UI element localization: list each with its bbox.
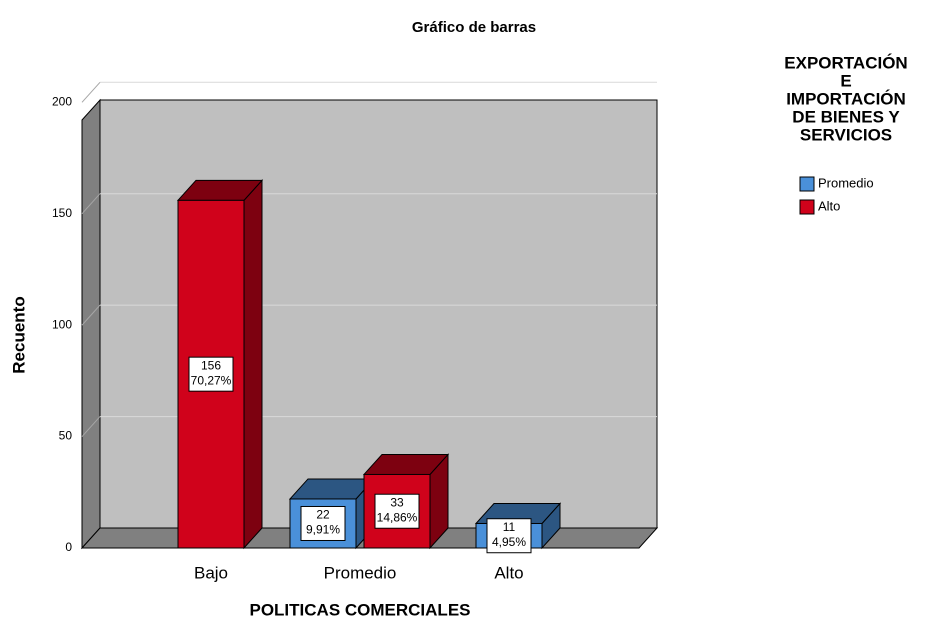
grid-line-wall (81, 304, 101, 326)
x-tick-label: Bajo (194, 563, 228, 582)
legend-title: IMPORTACIÓN (786, 89, 906, 108)
y-axis-label: Recuento (9, 296, 28, 373)
x-tick-label: Alto (494, 563, 523, 582)
grid-line-wall (81, 416, 101, 437)
data-label: 156 (201, 358, 221, 372)
legend-title: EXPORTACIÓN (784, 53, 907, 72)
y-tick-label: 100 (52, 317, 72, 331)
legend-swatch (799, 176, 815, 192)
data-label: 22 (316, 508, 330, 522)
data-label-percent: 4,95% (492, 535, 526, 549)
y-tick-label: 0 (65, 540, 72, 554)
bar: 114,95% (474, 502, 562, 554)
legend-label: Promedio (818, 175, 874, 190)
chart-title: Gráfico de barras (412, 19, 536, 36)
bar: 229,91% (288, 477, 376, 550)
left-wall (81, 98, 101, 550)
x-tick-label: Promedio (324, 563, 397, 582)
data-label: 33 (390, 495, 404, 509)
bar-side (243, 179, 263, 550)
legend-title: E (840, 71, 851, 90)
legend-label: Alto (818, 198, 840, 213)
legend-title: SERVICIOS (800, 125, 892, 144)
data-label-box (374, 493, 420, 529)
data-label-box (188, 356, 234, 392)
data-label: 11 (503, 520, 516, 534)
data-label-percent: 70,27% (191, 373, 232, 387)
data-label-percent: 14,86% (377, 510, 418, 524)
legend-title: DE BIENES Y (792, 107, 900, 126)
data-label-box (486, 518, 532, 554)
legend-swatch (799, 199, 815, 215)
grid-line-wall (81, 193, 101, 215)
x-axis-label: POLITICAS COMERCIALES (249, 600, 470, 619)
grid-line-wall (81, 81, 101, 103)
y-tick-label: 200 (52, 94, 72, 108)
y-tick-label: 50 (59, 429, 73, 443)
data-label-percent: 9,91% (306, 523, 340, 537)
data-label-box (300, 505, 346, 541)
y-tick-label: 150 (52, 206, 72, 220)
